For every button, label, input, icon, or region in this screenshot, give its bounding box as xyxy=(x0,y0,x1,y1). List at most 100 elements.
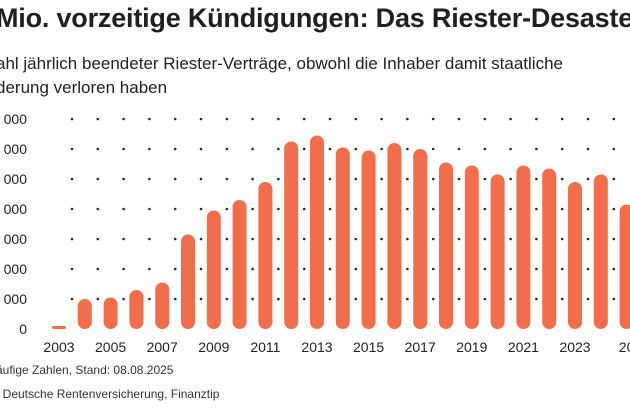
grid-dot xyxy=(560,267,564,271)
bar-2006 xyxy=(129,290,144,329)
subtitle-line-1: ahl jährlich beendeter Riester-Verträge,… xyxy=(0,54,563,73)
grid-dot xyxy=(96,297,100,301)
grid-dot xyxy=(225,177,229,181)
grid-dot xyxy=(328,147,332,151)
grid-dot xyxy=(122,147,125,151)
bar-2005 xyxy=(103,297,118,329)
grid-dot xyxy=(251,237,254,241)
grid-dot xyxy=(70,267,74,271)
grid-dot xyxy=(457,207,461,211)
grid-dot xyxy=(302,117,306,121)
grid-dot xyxy=(225,207,229,211)
bar-2015 xyxy=(361,150,376,329)
grid-dot xyxy=(148,207,151,211)
grid-dot xyxy=(173,147,177,151)
grid-dot xyxy=(380,147,383,151)
grid-dot xyxy=(328,237,332,241)
footnote: äufige Zahlen, Stand: 08.08.2025 xyxy=(0,363,174,377)
grid-dot xyxy=(431,297,435,301)
bar-2010 xyxy=(232,200,247,329)
grid-dot xyxy=(535,267,538,271)
grid-dot xyxy=(199,237,203,241)
y-tick-label: 000 xyxy=(4,171,28,187)
grid-dot xyxy=(148,297,151,301)
grid-dot xyxy=(96,177,100,181)
grid-dot xyxy=(173,297,177,301)
grid-dot xyxy=(509,207,512,211)
grid-dot xyxy=(70,117,74,121)
grid-dot xyxy=(612,207,616,211)
grid-dot xyxy=(406,177,409,181)
grid-dot xyxy=(199,267,203,271)
grid-dot xyxy=(457,177,461,181)
grid-dot xyxy=(483,237,487,241)
bar-2011 xyxy=(258,182,273,329)
grid-dot xyxy=(277,117,280,121)
grid-dot xyxy=(509,267,512,271)
grid-dot xyxy=(354,147,358,151)
grid-dot xyxy=(431,267,435,271)
x-tick-label: 2023 xyxy=(559,339,590,355)
grid-dot xyxy=(199,297,203,301)
grid-dot xyxy=(535,297,538,301)
grid-dot xyxy=(225,117,229,121)
y-tick-label: 000 xyxy=(4,201,28,217)
grid-dot xyxy=(251,267,254,271)
grid-dot xyxy=(328,267,332,271)
grid-dot xyxy=(535,177,538,181)
grid-dot xyxy=(535,117,538,121)
grid-dot xyxy=(380,237,383,241)
x-tick-label: 2019 xyxy=(456,339,487,355)
grid-dot xyxy=(612,177,616,181)
grid-dot xyxy=(560,237,564,241)
grid-dot xyxy=(148,147,151,151)
bar-2009 xyxy=(206,210,221,329)
grid-dot xyxy=(560,207,564,211)
grid-dot xyxy=(122,117,125,121)
grid-dot xyxy=(199,147,203,151)
grid-dot xyxy=(431,177,435,181)
grid-dot xyxy=(406,117,409,121)
grid-dot xyxy=(277,147,280,151)
grid-dot xyxy=(586,117,590,121)
grid-dot xyxy=(302,237,306,241)
grid-dot xyxy=(148,237,151,241)
grid-dot xyxy=(612,267,616,271)
grid-dot xyxy=(509,117,512,121)
x-tick-label: 2017 xyxy=(405,339,436,355)
bar-2004 xyxy=(77,299,92,329)
grid-dot xyxy=(328,207,332,211)
grid-dot xyxy=(251,207,254,211)
grid-dot xyxy=(173,117,177,121)
y-tick-label: 000 xyxy=(4,291,28,307)
grid-dot xyxy=(302,177,306,181)
grid-dot xyxy=(612,237,616,241)
grid-dot xyxy=(277,267,280,271)
x-tick-label: 2003 xyxy=(43,339,74,355)
grid-dot xyxy=(173,177,177,181)
bar-2007 xyxy=(155,282,170,329)
y-tick-label: 0 xyxy=(19,321,27,337)
bars xyxy=(52,135,630,329)
grid-dot xyxy=(535,237,538,241)
bar-2025 xyxy=(619,204,630,329)
x-axis-ticks: 2003 2005 2007 2009 2011 2013 2015 2017 2019 2021… xyxy=(43,339,630,355)
grid-dot xyxy=(354,237,358,241)
grid-dot xyxy=(483,267,487,271)
grid-dot xyxy=(612,117,616,121)
grid-dot xyxy=(483,147,487,151)
grid-dot xyxy=(70,177,74,181)
grid-dot xyxy=(122,237,125,241)
grid-dot xyxy=(560,147,564,151)
grid-dot xyxy=(457,237,461,241)
grid-dot xyxy=(406,267,409,271)
grid-dot xyxy=(457,147,461,151)
bar-2019 xyxy=(464,165,479,329)
x-tick-label: 2007 xyxy=(147,339,178,355)
grid-dot xyxy=(483,117,487,121)
grid-dot xyxy=(96,237,100,241)
grid-dot xyxy=(354,177,358,181)
grid-dot xyxy=(96,267,100,271)
